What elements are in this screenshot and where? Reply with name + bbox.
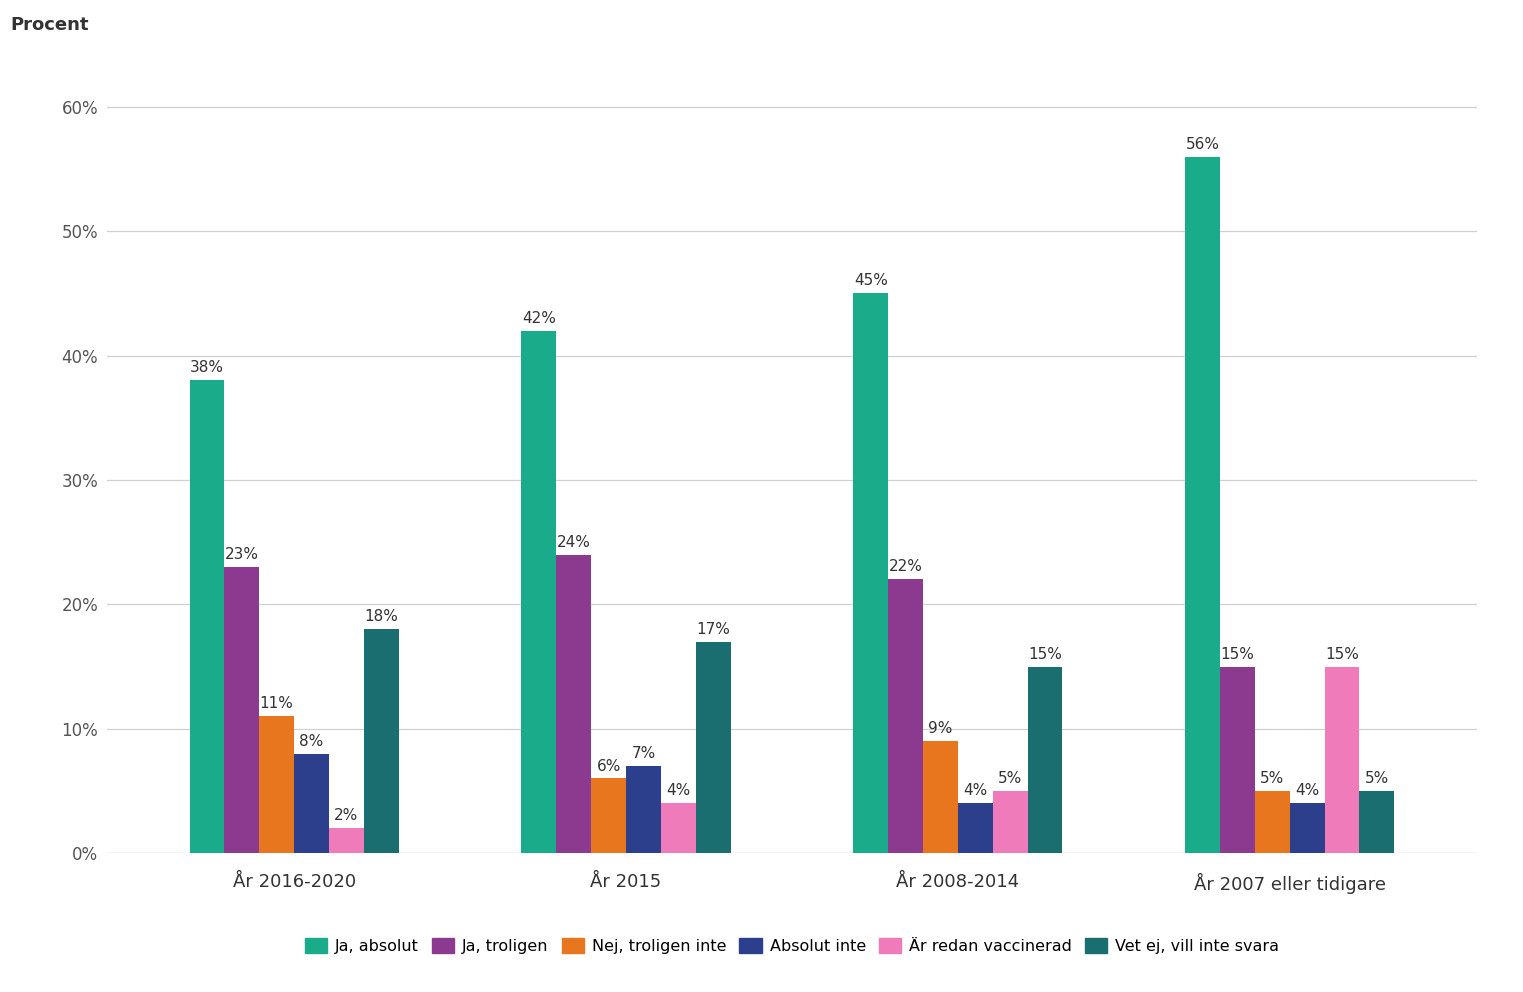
Text: 9%: 9% [929,721,953,736]
Bar [1185,157,1220,853]
Text: 6%: 6% [597,759,621,774]
Text: 4%: 4% [1295,784,1319,799]
Text: 42%: 42% [522,310,556,325]
Text: 18%: 18% [364,609,398,624]
Bar [1360,791,1395,853]
Bar [923,741,958,853]
Text: 24%: 24% [557,535,591,550]
Text: Procent: Procent [11,16,90,34]
Bar [853,294,888,853]
Text: 7%: 7% [632,746,655,761]
Bar [696,642,731,853]
Text: 5%: 5% [1365,771,1389,786]
Bar [224,567,259,853]
Bar [626,766,661,853]
Text: 5%: 5% [1260,771,1284,786]
Text: 11%: 11% [260,696,294,711]
Text: 15%: 15% [1028,647,1062,662]
Text: 4%: 4% [666,784,690,799]
Text: 45%: 45% [854,274,888,289]
Text: 17%: 17% [696,622,730,637]
Text: 2%: 2% [334,808,358,823]
Bar [1028,667,1063,853]
Bar [521,330,556,853]
Text: 15%: 15% [1220,647,1255,662]
Bar [1220,667,1255,853]
Bar [364,629,399,853]
Text: 15%: 15% [1325,647,1359,662]
Text: 5%: 5% [998,771,1022,786]
Bar [888,579,923,853]
Bar [189,380,224,853]
Bar [294,754,329,853]
Text: 56%: 56% [1186,137,1220,152]
Text: 8%: 8% [300,734,324,749]
Bar [1325,667,1360,853]
Bar [661,804,696,853]
Bar [329,828,364,853]
Text: 23%: 23% [225,547,259,562]
Text: 22%: 22% [889,559,923,574]
Legend: Ja, absolut, Ja, troligen, Nej, troligen inte, Absolut inte, Är redan vaccinerad: Ja, absolut, Ja, troligen, Nej, troligen… [299,931,1285,960]
Bar [993,791,1028,853]
Bar [958,804,993,853]
Bar [259,716,294,853]
Bar [591,779,626,853]
Bar [1255,791,1290,853]
Text: 4%: 4% [963,784,987,799]
Bar [1290,804,1325,853]
Bar [556,555,591,853]
Text: 38%: 38% [190,360,224,375]
